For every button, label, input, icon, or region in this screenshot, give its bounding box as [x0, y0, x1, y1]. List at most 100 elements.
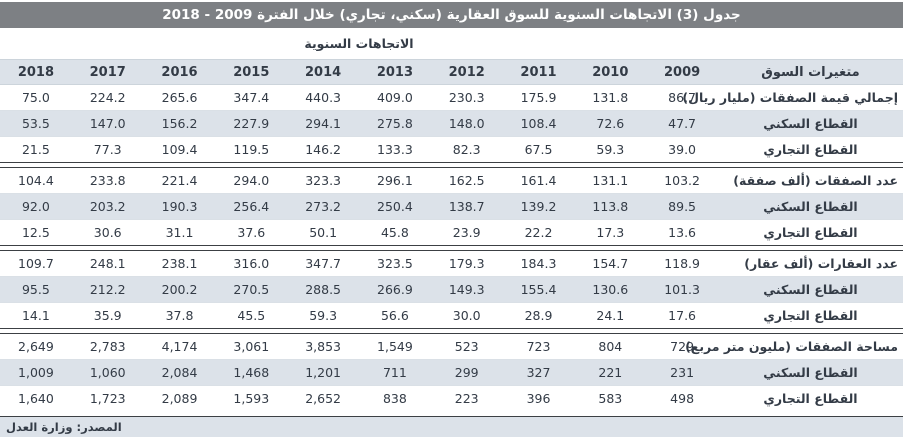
value-cell: 729: [646, 333, 718, 360]
value-cell: 95.5: [0, 276, 72, 303]
value-cell: 221: [574, 359, 647, 386]
value-cell: 396: [502, 385, 575, 411]
value-cell: 45.8: [359, 219, 431, 246]
value-cell: 266.9: [359, 276, 431, 303]
value-cell: 133.3: [359, 136, 431, 163]
year-header: 2017: [71, 59, 144, 85]
value-cell: 179.3: [430, 250, 503, 277]
value-cell: 108.4: [502, 110, 575, 137]
row-label: إجمالي قيمة الصفقات (مليار ريال): [682, 84, 903, 111]
group-header-spacer-cell: [718, 28, 903, 60]
row-label: القطاع التجاري: [718, 219, 903, 246]
value-cell: 50.1: [287, 219, 360, 246]
value-cell: 288.5: [287, 276, 360, 303]
value-cell: 2,084: [143, 359, 216, 386]
year-header: 2010: [574, 59, 647, 85]
value-cell: 113.8: [574, 193, 647, 220]
table-row: عدد الصفقات (ألف صفقة) 103.2 131.1 161.4 162…: [0, 167, 903, 194]
table-row: القطاع السكني 231 221 327 299 711 1,201 1,468 2,…: [0, 359, 903, 386]
table-body: إجمالي قيمة الصفقات (مليار ريال) 86.7 131.…: [0, 84, 903, 411]
year-header: 2016: [143, 59, 216, 85]
value-cell: 327: [502, 359, 575, 386]
value-cell: 39.0: [646, 136, 718, 163]
value-cell: 273.2: [287, 193, 360, 220]
row-label: عدد الصفقات (ألف صفقة): [718, 167, 903, 194]
value-cell: 131.1: [574, 167, 647, 194]
value-cell: 118.9: [646, 250, 718, 277]
value-cell: 224.2: [71, 84, 144, 111]
year-header: 2013: [359, 59, 431, 85]
value-cell: 37.8: [143, 302, 216, 329]
value-cell: 2,783: [71, 333, 144, 360]
value-cell: 3,853: [287, 333, 360, 360]
value-cell: 1,060: [71, 359, 144, 386]
year-header: 2015: [215, 59, 288, 85]
value-cell: 13.6: [646, 219, 718, 246]
value-cell: 139.2: [502, 193, 575, 220]
value-cell: 2,649: [0, 333, 72, 360]
value-cell: 250.4: [359, 193, 431, 220]
table-row: القطاع التجاري 17.6 24.1 28.9 30.0 56.6 59.3 45…: [0, 302, 903, 329]
value-cell: 154.7: [574, 250, 647, 277]
value-cell: 316.0: [215, 250, 288, 277]
value-cell: 138.7: [430, 193, 503, 220]
year-header: 2011: [502, 59, 575, 85]
value-cell: 4,174: [143, 333, 216, 360]
value-cell: 256.4: [215, 193, 288, 220]
row-label: القطاع السكني: [718, 359, 903, 386]
value-cell: 109.4: [143, 136, 216, 163]
value-cell: 299: [430, 359, 503, 386]
value-cell: 583: [574, 385, 647, 411]
value-cell: 131.8: [574, 84, 647, 111]
value-cell: 104.4: [0, 167, 72, 194]
value-cell: 190.3: [143, 193, 216, 220]
value-cell: 22.2: [502, 219, 575, 246]
value-cell: 149.3: [430, 276, 503, 303]
value-cell: 12.5: [0, 219, 72, 246]
value-cell: 47.7: [646, 110, 718, 137]
value-cell: 28.9: [502, 302, 575, 329]
value-cell: 155.4: [502, 276, 575, 303]
value-cell: 275.8: [359, 110, 431, 137]
row-label: القطاع السكني: [718, 110, 903, 137]
value-cell: 184.3: [502, 250, 575, 277]
table-row: القطاع التجاري 13.6 17.3 22.2 23.9 45.8 50.1 37…: [0, 219, 903, 246]
value-cell: 347.7: [287, 250, 360, 277]
value-cell: 67.5: [502, 136, 575, 163]
row-label: القطاع السكني: [718, 276, 903, 303]
value-cell: 248.1: [71, 250, 144, 277]
value-cell: 31.1: [143, 219, 216, 246]
value-cell: 270.5: [215, 276, 288, 303]
value-cell: 3,061: [215, 333, 288, 360]
value-cell: 17.6: [646, 302, 718, 329]
value-cell: 2,652: [287, 385, 360, 411]
value-cell: 161.4: [502, 167, 575, 194]
value-cell: 77.3: [71, 136, 144, 163]
value-cell: 92.0: [0, 193, 72, 220]
table-title: جدول (3) الاتجاهات السنوية للسوق العقاري…: [0, 2, 903, 28]
year-header: 2018: [0, 59, 72, 85]
value-cell: 1,201: [287, 359, 360, 386]
value-cell: 347.4: [215, 84, 288, 111]
table-row: القطاع السكني 101.3 130.6 155.4 149.3 266.9 28…: [0, 276, 903, 303]
table-row: القطاع السكني 47.7 72.6 108.4 148.0 275.8 294.…: [0, 110, 903, 137]
value-cell: 294.0: [215, 167, 288, 194]
value-cell: 37.6: [215, 219, 288, 246]
value-cell: 14.1: [0, 302, 72, 329]
value-cell: 146.2: [287, 136, 360, 163]
value-cell: 147.0: [71, 110, 144, 137]
value-cell: 75.0: [0, 84, 72, 111]
value-cell: 72.6: [574, 110, 647, 137]
value-cell: 86.7: [646, 84, 718, 111]
value-cell: 1,723: [71, 385, 144, 411]
value-cell: 223: [430, 385, 503, 411]
value-cell: 1,640: [0, 385, 72, 411]
label-column-header: متغيرات السوق: [718, 59, 903, 85]
value-cell: 238.1: [143, 250, 216, 277]
table-row: القطاع التجاري 39.0 59.3 67.5 82.3 133.3 146.2…: [0, 136, 903, 163]
year-header: 2014: [287, 59, 360, 85]
row-label: القطاع التجاري: [718, 302, 903, 329]
value-cell: 89.5: [646, 193, 718, 220]
year-header: 2009: [646, 59, 718, 85]
value-cell: 227.9: [215, 110, 288, 137]
